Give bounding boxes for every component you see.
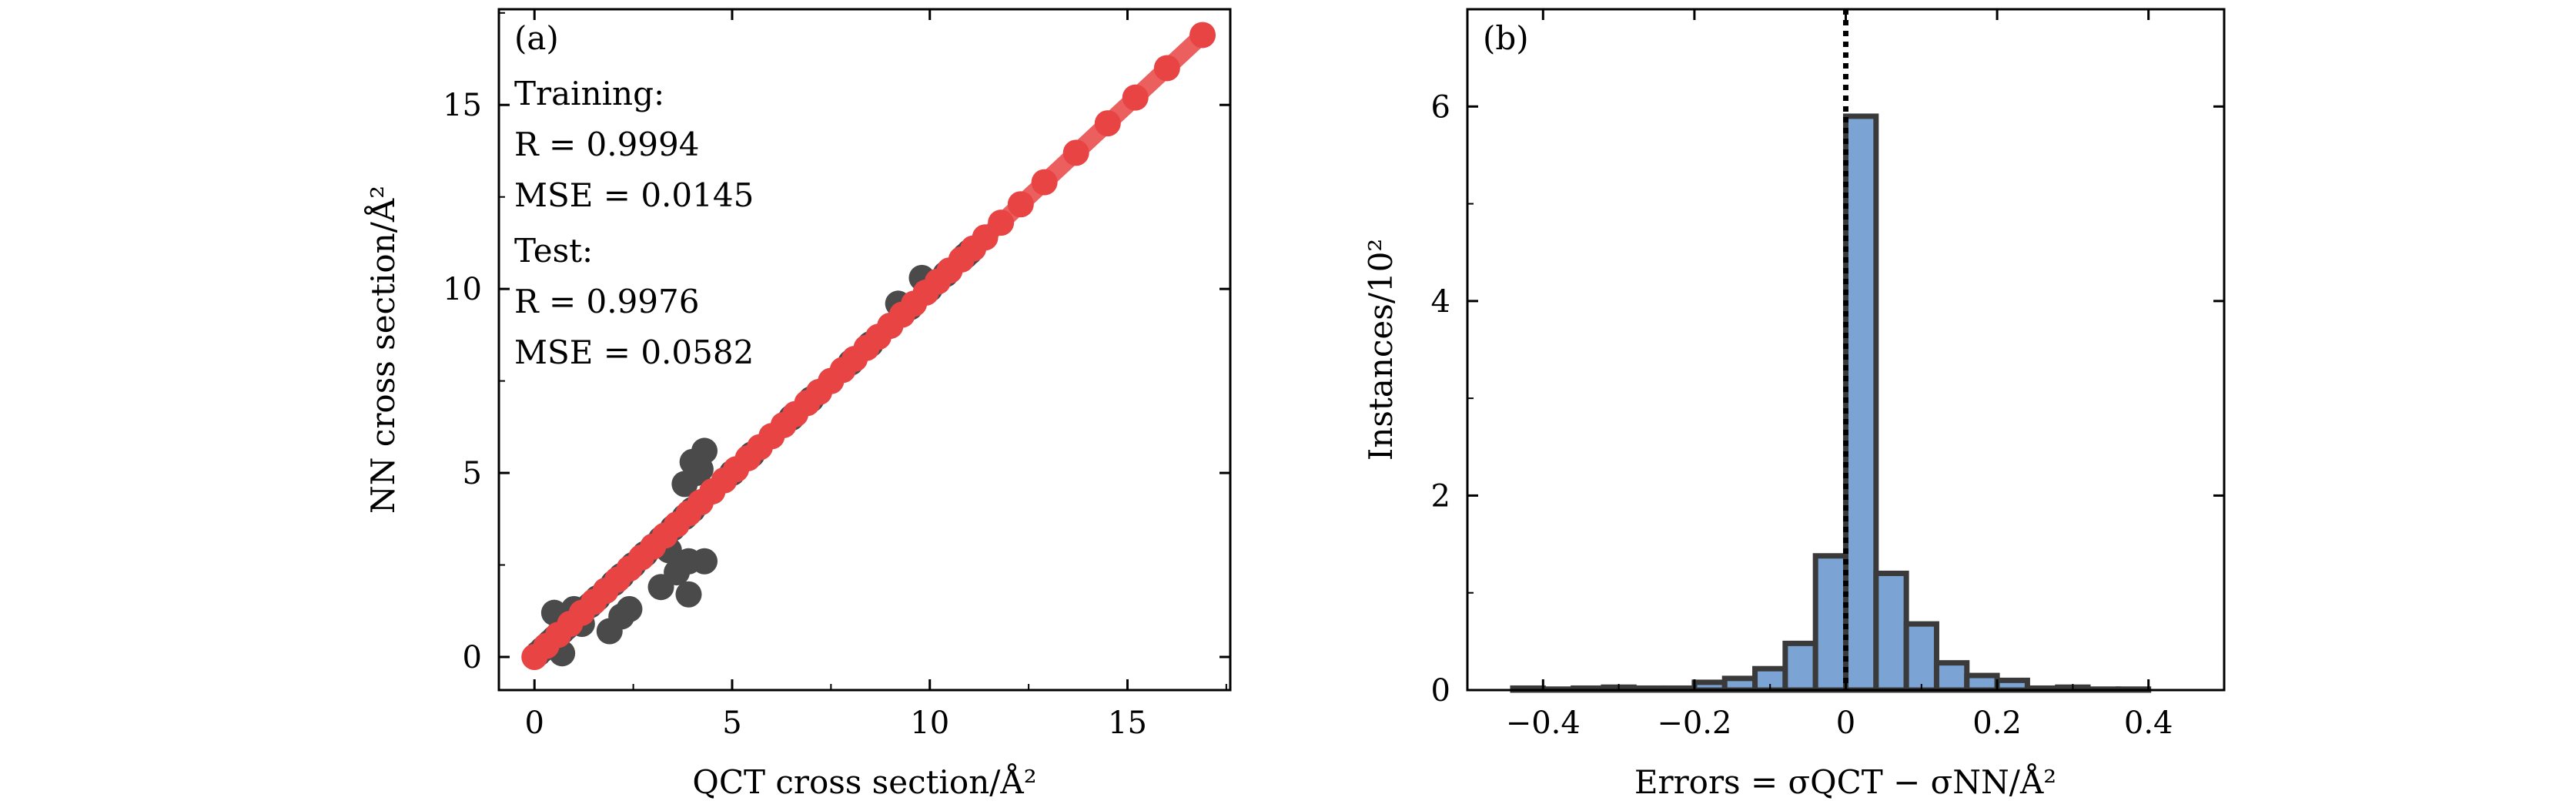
panel-a-ylabel: NN cross section/Å²: [363, 186, 402, 514]
x-tick-label: 0.2: [1972, 705, 2022, 741]
panel-b: −0.4 −0.2 0 0.2 0.4 0 2 4 6 (b) Errors = σQCT − …: [1362, 8, 2226, 801]
y-tick-label: 4: [1431, 284, 1450, 320]
panel-a-ticks: 0 5 10 15 0 5 10 15: [443, 9, 1230, 741]
test-point: [687, 456, 714, 483]
y-tick-label: 10: [443, 272, 482, 307]
y-tick-label: 0: [1431, 673, 1450, 709]
histogram-bar: [1812, 553, 1848, 693]
panel-b-xlabel: Errors = σQCT − σNN/Å²: [1634, 762, 2056, 801]
test-point: [647, 574, 674, 601]
training-point: [1094, 110, 1121, 137]
x-tick-label: 0: [524, 705, 544, 741]
panel-b-ticks: −0.4 −0.2 0 0.2 0.4 0 2 4 6: [1431, 8, 2225, 741]
x-tick-label: 0.4: [2124, 705, 2173, 741]
training-mse: MSE = 0.0145: [514, 176, 754, 214]
training-point: [1153, 55, 1180, 82]
histogram-bar: [1782, 640, 1818, 693]
histogram-bar: [1933, 660, 1970, 693]
x-tick-label: 10: [910, 705, 949, 741]
x-tick-label: −0.2: [1657, 705, 1731, 741]
training-point: [1031, 169, 1058, 196]
histogram-bar: [1903, 621, 1939, 693]
panel-a: 0 5 10 15 0 5 10 15 (a) Training: R = 0.9994 MS…: [363, 8, 1232, 801]
y-tick-label: 15: [443, 88, 482, 123]
histogram-bar: [1964, 672, 2000, 693]
histogram-bar: [1721, 675, 1758, 693]
x-tick-label: 0: [1836, 705, 1855, 741]
training-series: [521, 22, 1216, 670]
test-point: [616, 595, 643, 622]
y-tick-label: 6: [1431, 89, 1450, 125]
histogram-bar: [1994, 677, 2030, 693]
training-point: [1007, 191, 1034, 218]
panel-b-tag: (b): [1483, 19, 1529, 57]
test-point: [691, 548, 718, 575]
training-point: [1189, 22, 1216, 49]
training-label: Training:: [514, 75, 664, 112]
x-tick-label: −0.4: [1506, 705, 1581, 741]
training-point: [988, 209, 1015, 236]
histogram-bar: [1691, 679, 1728, 693]
y-tick-label: 2: [1431, 478, 1450, 514]
training-r: R = 0.9994: [514, 126, 699, 163]
panel-a-xlabel: QCT cross section/Å²: [692, 762, 1036, 801]
histogram-bar: [1843, 113, 1879, 693]
training-point: [1122, 84, 1149, 111]
panel-a-tag: (a): [514, 19, 559, 57]
y-tick-label: 5: [463, 456, 482, 491]
test-r: R = 0.9976: [514, 283, 699, 320]
test-mse: MSE = 0.0582: [514, 333, 754, 371]
y-tick-label: 0: [463, 640, 482, 675]
histogram-bar: [1873, 570, 1909, 693]
test-label: Test:: [514, 232, 593, 270]
panel-b-ylabel: Instances/10²: [1362, 239, 1400, 461]
training-point: [1062, 139, 1089, 166]
x-tick-label: 15: [1108, 705, 1147, 741]
x-tick-label: 5: [722, 705, 741, 741]
panel-a-frame: [497, 8, 1232, 692]
histogram-bars: [1510, 113, 2152, 693]
test-point: [675, 581, 702, 608]
